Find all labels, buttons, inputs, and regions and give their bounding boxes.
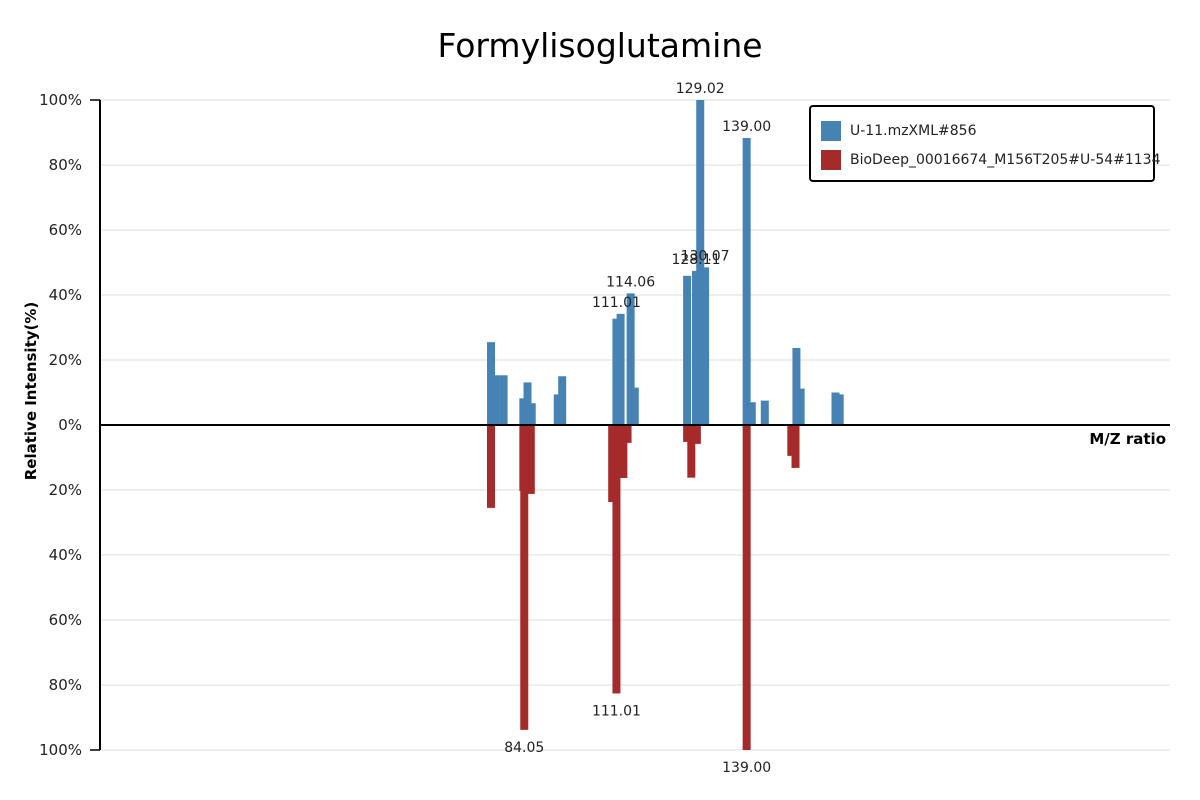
reference-peak-bar <box>742 425 751 750</box>
query-peak-bar <box>491 375 500 425</box>
reference-peak-bar <box>683 425 692 442</box>
peak-label: 84.05 <box>504 740 544 756</box>
reference-peak-bar <box>787 425 796 456</box>
reference-peak-bar <box>623 425 632 443</box>
peak-label: 114.06 <box>606 274 655 290</box>
y-tick-label: 60% <box>49 611 82 629</box>
reference-peak-bar <box>692 425 701 444</box>
query-peak-bar <box>831 392 840 425</box>
peak-label: 111.01 <box>592 703 641 719</box>
peak-label: 139.00 <box>722 760 771 776</box>
legend-label-reference: BioDeep_00016674_M156T205#U-54#1134 <box>850 152 1161 168</box>
legend-swatch-query <box>821 121 841 141</box>
y-tick-label: 40% <box>49 286 82 304</box>
reference-peak-bar <box>687 425 696 478</box>
y-tick-label: 20% <box>49 351 82 369</box>
y-tick-label: 80% <box>49 156 82 174</box>
query-peak-bar <box>612 318 621 425</box>
reference-peak-bar <box>791 425 800 468</box>
query-peak-bar <box>701 267 710 425</box>
y-tick-label: 100% <box>39 91 82 109</box>
query-peak-bar <box>747 402 756 425</box>
reference-peak-bar <box>526 425 535 494</box>
peak-label: 128.11 <box>671 252 720 268</box>
y-axis-title: Relative Intensity(%) <box>22 302 40 481</box>
reference-peak-bar <box>487 425 496 508</box>
query-peak-bar <box>683 275 692 425</box>
y-tick-label: 40% <box>49 546 82 564</box>
query-peak-bar <box>487 342 496 425</box>
query-peak-bar <box>760 400 769 425</box>
y-tick-label: 20% <box>49 481 82 499</box>
query-peak-bar <box>616 313 625 425</box>
chart-title: Formylisoglutamine <box>437 26 763 65</box>
query-peak-bar <box>796 388 805 425</box>
y-tick-label: 100% <box>39 741 82 759</box>
peak-label: 139.00 <box>722 119 771 135</box>
legend-item-reference: BioDeep_00016674_M156T205#U-54#1134 <box>821 150 1161 170</box>
query-peak-bar <box>558 376 567 425</box>
query-peak-bar <box>527 403 536 425</box>
query-peak-bar <box>696 100 705 425</box>
query-peak-bar <box>553 394 562 425</box>
legend-label-query: U-11.mzXML#856 <box>850 123 977 139</box>
reference-peak-bar <box>612 425 621 694</box>
x-axis-title: M/Z ratio <box>1089 430 1166 448</box>
reference-peak-bar <box>520 425 529 730</box>
reference-peak-bar <box>619 425 628 478</box>
y-tick-label: 80% <box>49 676 82 694</box>
peak-label: 130.07 <box>681 248 730 264</box>
peak-label: 129.02 <box>676 81 725 97</box>
query-peak-bar <box>691 270 700 425</box>
y-tick-label: 0% <box>58 416 82 434</box>
legend: U-11.mzXML#856 BioDeep_00016674_M156T205… <box>809 105 1161 182</box>
query-peak-bar <box>519 398 528 425</box>
query-peak-bar <box>626 293 635 425</box>
legend-swatch-reference <box>821 150 841 170</box>
query-peak-bar <box>792 347 801 425</box>
reference-peak-bar <box>608 425 617 503</box>
query-peak-bar <box>499 375 508 425</box>
query-peak-bar <box>630 387 639 425</box>
query-peak-bar <box>742 138 751 425</box>
legend-item-query: U-11.mzXML#856 <box>821 121 976 141</box>
query-peak-bar <box>523 382 532 425</box>
y-tick-label: 60% <box>49 221 82 239</box>
query-peak-bar <box>835 394 844 425</box>
peak-label: 111.01 <box>592 295 641 311</box>
